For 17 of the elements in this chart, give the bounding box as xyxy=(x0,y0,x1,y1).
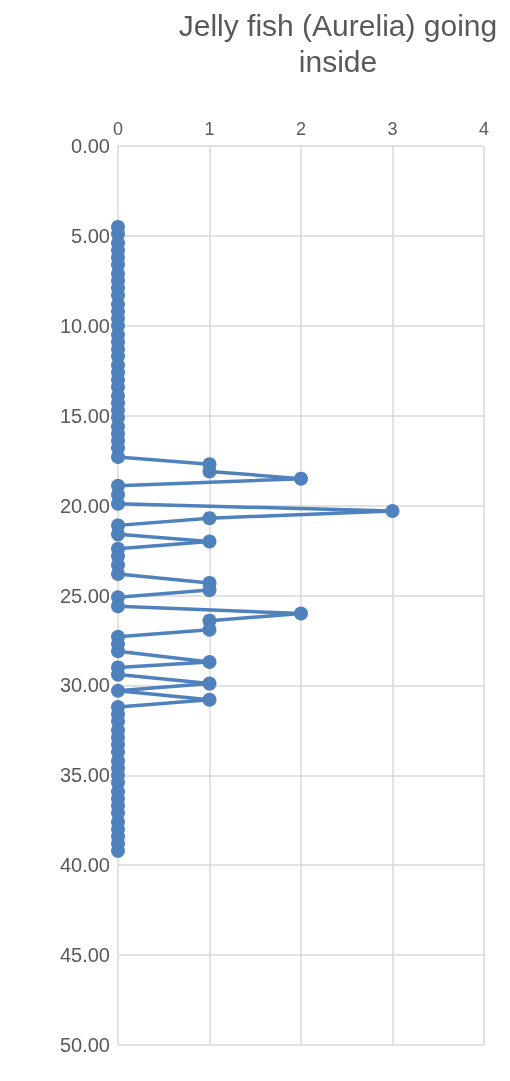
x-tick-label: 0 xyxy=(112,119,124,139)
y-tick-label: 30.00 xyxy=(59,674,110,697)
y-tick-label: 25.00 xyxy=(59,584,110,607)
x-tick-label: 3 xyxy=(387,119,398,139)
x-tick-label: 4 xyxy=(478,119,490,139)
y-tick-label: 0.00 xyxy=(71,135,110,157)
y-tick-label: 10.00 xyxy=(59,314,110,337)
y-tick-label: 5.00 xyxy=(71,224,110,247)
y-tick-label: 50.00 xyxy=(59,1034,110,1056)
y-tick-label: 40.00 xyxy=(59,854,110,877)
x-tick-label: 1 xyxy=(204,119,215,139)
y-tick-label: 15.00 xyxy=(59,404,110,427)
chart-title: Jelly fish (Aurelia) going inside xyxy=(178,8,498,80)
x-tick-label: 2 xyxy=(295,119,307,139)
y-tick-label: 20.00 xyxy=(59,494,110,517)
y-tick-label: 35.00 xyxy=(59,764,110,787)
y-tick-label: 45.00 xyxy=(59,944,110,967)
